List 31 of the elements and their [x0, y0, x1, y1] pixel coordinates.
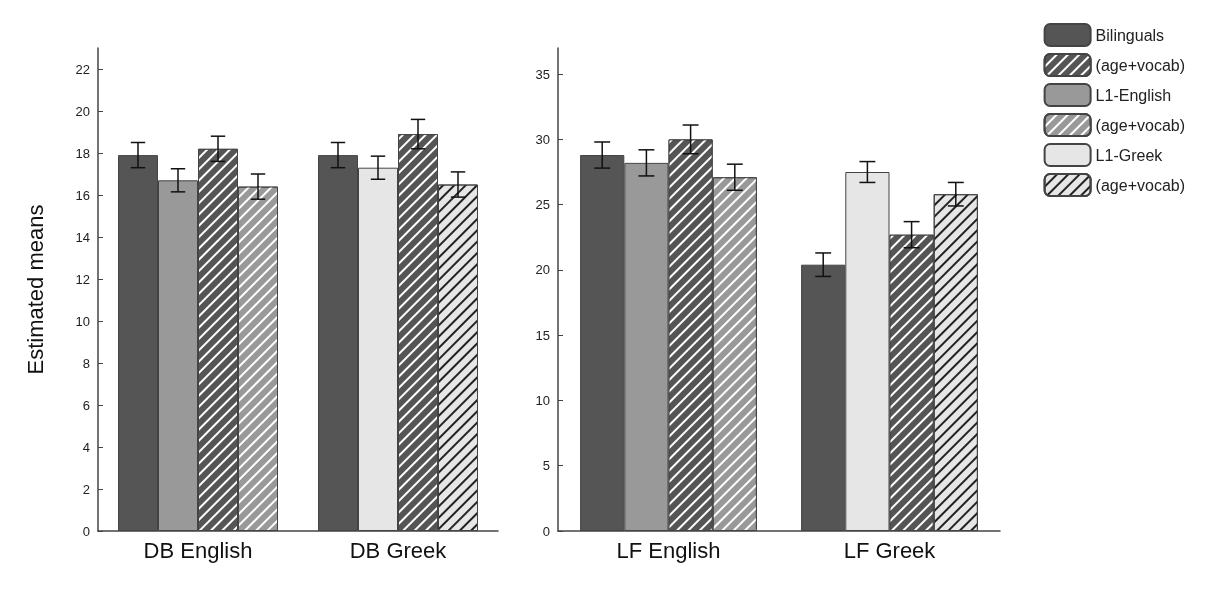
legend-label: (age+vocab) [1095, 56, 1185, 74]
y-tick-label: 5 [542, 458, 550, 474]
y-tick-label: 18 [75, 145, 90, 161]
legend-label: L1-Greek [1095, 146, 1164, 164]
y-tick-label: 0 [542, 523, 550, 539]
y-tick-label: 35 [535, 66, 550, 82]
y-axis-title: Estimated means [22, 204, 48, 375]
legend-label: L1-English [1095, 86, 1172, 104]
y-tick-label: 20 [75, 103, 90, 119]
y-tick-label: 0 [82, 523, 90, 539]
y-tick-label: 6 [82, 397, 90, 413]
x-tick-label: DB Greek [349, 537, 448, 563]
y-tick-label: 4 [82, 439, 90, 455]
y-tick-label: 20 [535, 262, 550, 278]
y-tick-label: 16 [75, 187, 90, 203]
y-tick-label: 2 [82, 481, 90, 497]
y-tick-label: 15 [535, 327, 550, 343]
y-tick-label: 22 [75, 61, 90, 77]
y-tick-label: 30 [535, 131, 550, 147]
y-tick-label: 12 [75, 271, 90, 287]
legend-label: (age+vocab) [1095, 176, 1185, 194]
legend-label: (age+vocab) [1095, 116, 1185, 134]
legend-label: Bilinguals [1095, 26, 1165, 44]
y-tick-label: 14 [75, 229, 90, 245]
x-tick-label: LF English [616, 537, 721, 563]
y-tick-label: 25 [535, 197, 550, 213]
y-tick-label: 10 [75, 313, 90, 329]
y-tick-label: 8 [82, 355, 90, 371]
x-tick-label: LF Greek [843, 537, 937, 563]
y-tick-label: 10 [535, 392, 550, 408]
x-tick-label: DB English [143, 537, 253, 563]
